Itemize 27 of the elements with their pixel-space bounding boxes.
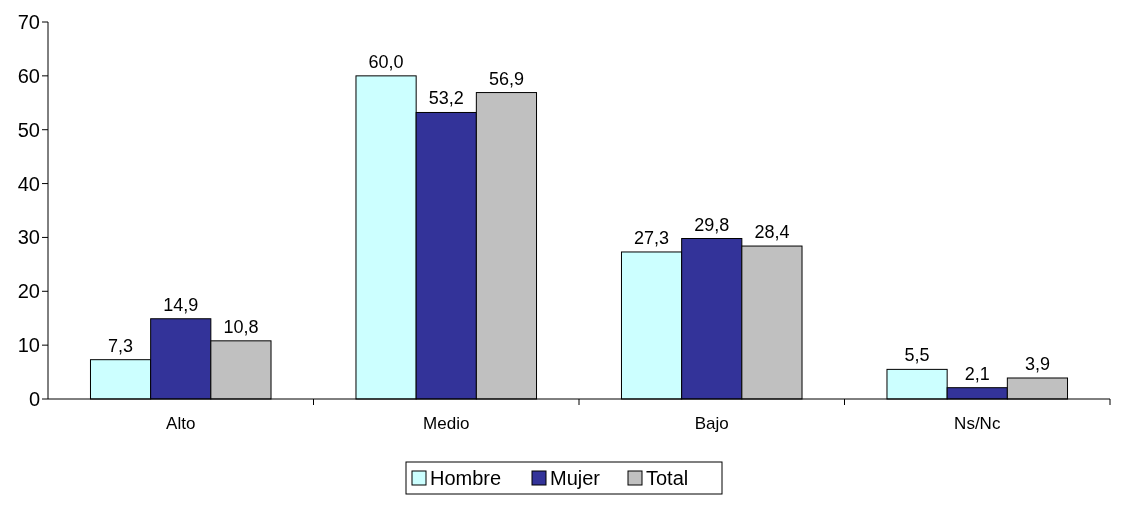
y-tick-label: 10 xyxy=(17,334,40,357)
data-label: 7,3 xyxy=(108,335,134,356)
legend-label: Hombre xyxy=(430,467,502,489)
y-tick-label: 70 xyxy=(17,11,40,33)
data-label: 3,9 xyxy=(1024,354,1050,374)
data-label: 5,5 xyxy=(904,345,930,366)
legend-label: Mujer xyxy=(550,467,601,489)
data-label: 10,8 xyxy=(223,316,259,337)
data-label: 28,4 xyxy=(754,222,790,243)
x-tick-label: Ns/Nc xyxy=(954,414,1001,433)
y-tick-label: 60 xyxy=(17,64,40,87)
y-tick-label: 20 xyxy=(17,280,40,303)
x-tick-label: Alto xyxy=(166,414,196,433)
y-tick-label: 40 xyxy=(17,172,40,195)
x-tick-label: Bajo xyxy=(694,414,729,433)
data-label: 53,2 xyxy=(428,88,464,109)
y-tick-label: 30 xyxy=(17,226,40,249)
data-label: 29,8 xyxy=(694,214,730,235)
data-label: 27,3 xyxy=(634,227,670,248)
data-label: 2,1 xyxy=(964,363,990,384)
legend-label: Total xyxy=(646,467,689,489)
x-tick-label: Medio xyxy=(423,414,470,433)
y-tick-label: 50 xyxy=(17,118,40,141)
y-tick-label: 0 xyxy=(28,388,40,410)
data-label: 60,0 xyxy=(368,51,404,72)
data-label: 56,9 xyxy=(488,68,524,89)
data-label: 14,9 xyxy=(163,294,199,315)
